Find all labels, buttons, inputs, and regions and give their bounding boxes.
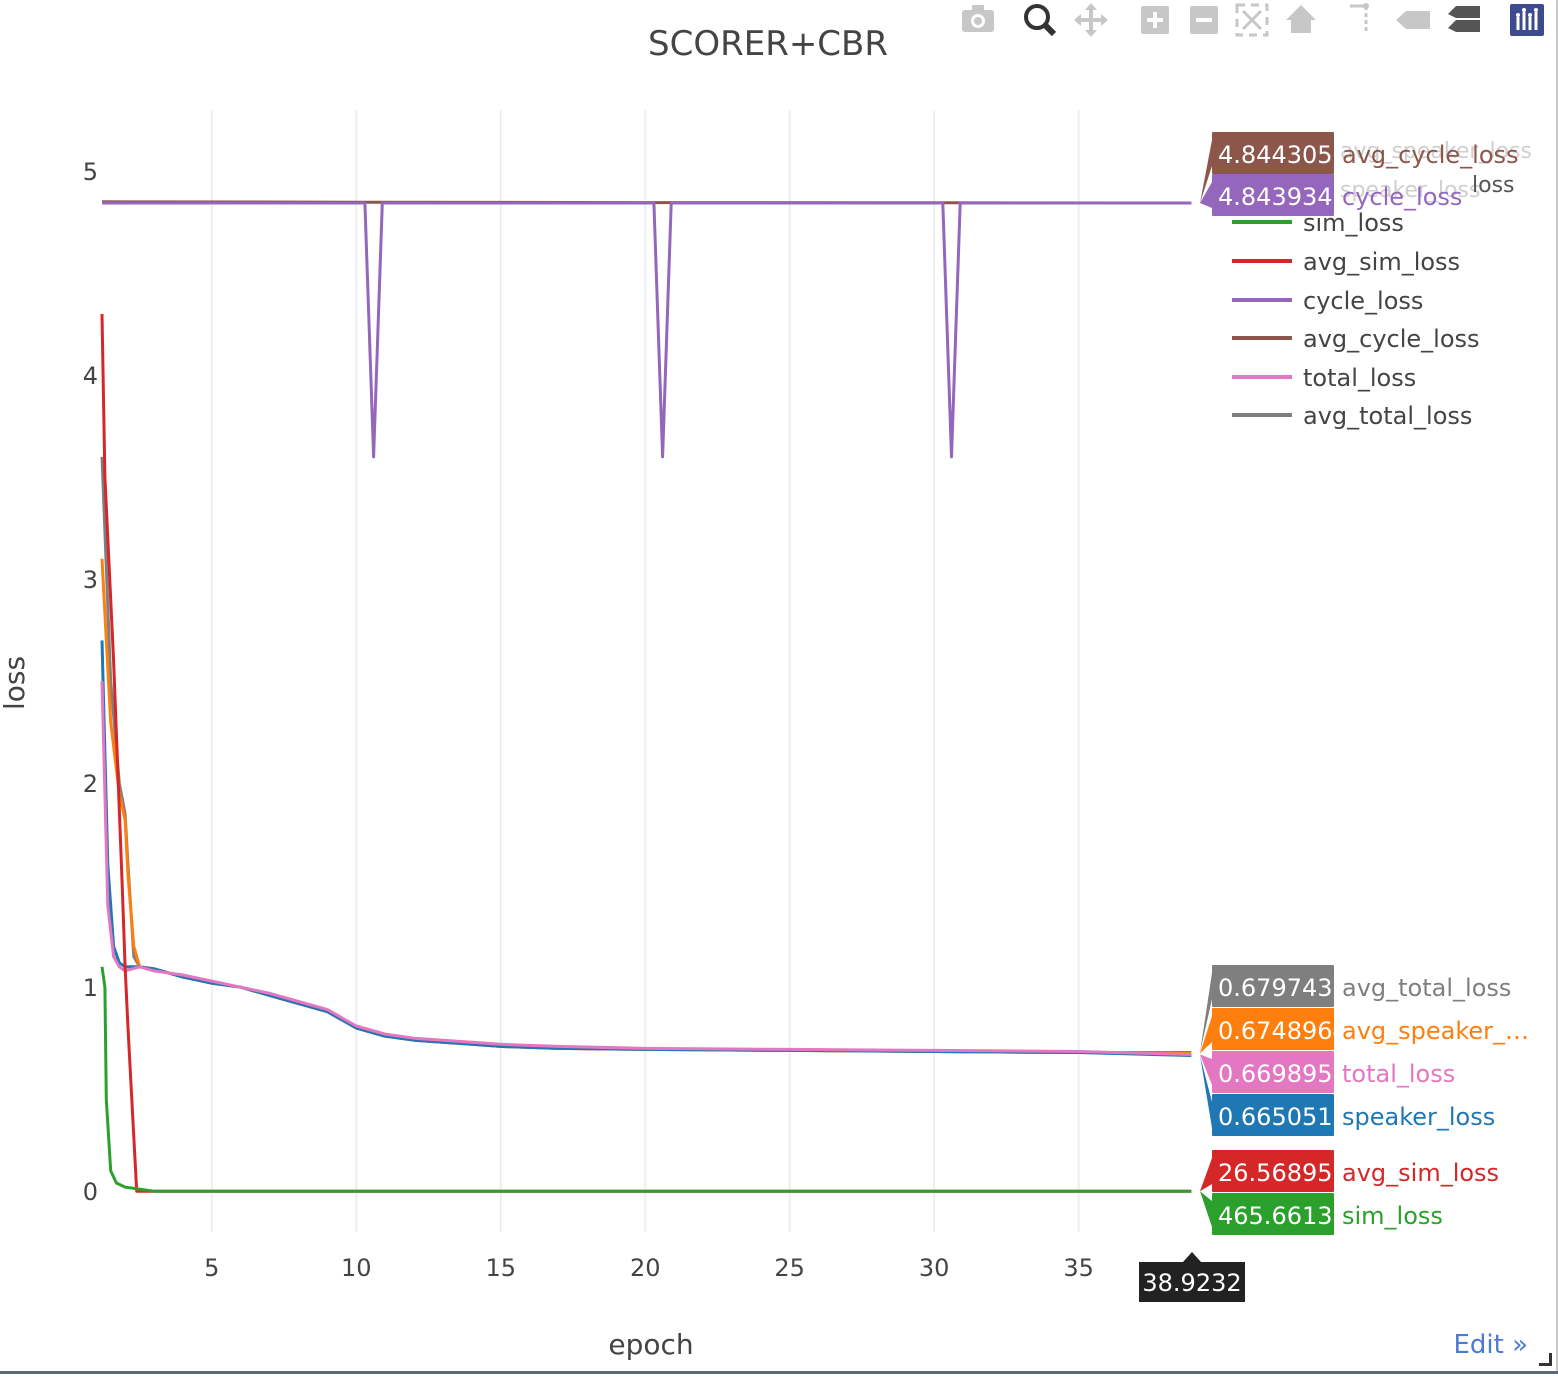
legend-item-avg-cycle-loss[interactable]: avg_cycle_loss [1303, 325, 1480, 353]
hover-label-box [1212, 132, 1334, 174]
y-tick-label: 5 [83, 158, 98, 186]
frame-border-right [1556, 0, 1558, 1374]
legend-fragment: speaker_loss [1340, 178, 1480, 203]
zoom-icon[interactable] [1024, 4, 1057, 37]
x-tick-label: 20 [630, 1254, 661, 1282]
chart-title: SCORER+CBR [648, 24, 888, 64]
hover-label-box [1212, 174, 1334, 216]
hover-label-box [1212, 965, 1334, 1007]
y-tick-label: 1 [83, 974, 98, 1002]
hover-value: 0.6748964 [1218, 1017, 1348, 1045]
y-tick-label: 3 [83, 566, 98, 594]
legend-item-total-loss[interactable]: total_loss [1303, 364, 1416, 392]
hover-pointer [1200, 1055, 1212, 1128]
x-axis-label: epoch [608, 1328, 693, 1361]
hover-series-name: speaker_loss [1342, 1103, 1495, 1131]
hover-label-box [1212, 1193, 1334, 1235]
series-line-avg-speaker-loss[interactable] [100, 558, 1192, 1055]
x-tick-label: 15 [485, 1254, 516, 1282]
spike-lines-icon[interactable] [1350, 3, 1369, 32]
hover-label-box [1212, 1150, 1334, 1192]
series-line-avg-sim-loss[interactable] [100, 313, 1192, 1193]
legend-item-avg-total-loss[interactable]: avg_total_loss [1303, 402, 1472, 430]
hover-pointer [1200, 1191, 1212, 1227]
hover-value: 4.843934 [1218, 183, 1333, 211]
hover-pointer [1200, 1016, 1212, 1054]
zoom-out-icon[interactable] [1190, 6, 1218, 34]
hover-series-name: avg_cycle_loss [1342, 141, 1519, 169]
hover-value: 0.6650519 [1218, 1103, 1348, 1131]
hover-value: 465.6613p [1218, 1202, 1348, 1230]
resize-grip-icon[interactable] [1539, 1353, 1552, 1366]
pan-icon[interactable] [1074, 3, 1108, 37]
frame-border-bottom [0, 1371, 1558, 1374]
hover-label-box [1212, 1008, 1334, 1050]
autoscale-icon[interactable] [1235, 3, 1269, 37]
hover-series-name: avg_speaker_… [1342, 1017, 1529, 1045]
hover-label-box [1212, 1051, 1334, 1093]
legend-item-avg-sim-loss[interactable]: avg_sim_loss [1303, 248, 1460, 276]
hover-series-name: avg_sim_loss [1342, 1159, 1499, 1187]
hover-series-name: cycle_loss [1342, 183, 1462, 211]
hover-x-box [1139, 1262, 1246, 1302]
series-line-avg-total-loss[interactable] [100, 456, 1192, 1054]
x-tick-label: 35 [1063, 1254, 1094, 1282]
camera-icon[interactable] [962, 5, 994, 32]
y-tick-label: 4 [83, 362, 98, 390]
legend-fragment: avg_speaker_loss [1340, 139, 1532, 164]
x-tick-label: 10 [341, 1254, 372, 1282]
legend-item-cycle-loss[interactable]: cycle_loss [1303, 287, 1423, 315]
hover-value: 0.6797433 [1218, 974, 1348, 1002]
legend-fragment: loss [1472, 173, 1515, 198]
hover-pointer [1200, 140, 1212, 203]
reset-axes-icon[interactable] [1286, 5, 1316, 33]
zoom-in-icon[interactable] [1141, 6, 1169, 34]
series-line-cycle-loss[interactable] [102, 201, 1192, 459]
hover-series-name: total_loss [1342, 1060, 1455, 1088]
hover-value: 26.56895μ [1218, 1159, 1348, 1187]
hover-pointer [1200, 1054, 1212, 1085]
hover-x-value: 38.9232 [1142, 1269, 1241, 1297]
hover-compare-icon[interactable] [1448, 6, 1480, 32]
hover-pointer [1200, 182, 1212, 208]
hover-pointer [1200, 1158, 1212, 1192]
y-tick-label: 2 [83, 770, 98, 798]
series-line-total-loss[interactable] [100, 681, 1192, 1056]
hover-series-name: avg_total_loss [1342, 974, 1511, 1002]
y-axis-label: loss [0, 656, 31, 710]
x-tick-label: 5 [204, 1254, 219, 1282]
x-tick-label: 25 [774, 1254, 805, 1282]
hover-closest-icon[interactable] [1396, 11, 1430, 29]
y-tick-label: 0 [83, 1178, 98, 1206]
hover-value: 4.844305 [1218, 141, 1333, 169]
hover-pointer [1200, 973, 1212, 1053]
hover-series-name: sim_loss [1342, 1202, 1443, 1230]
hover-label-box [1212, 1094, 1334, 1136]
x-tick-label: 30 [919, 1254, 950, 1282]
plotly-logo-icon[interactable] [1510, 4, 1544, 36]
hover-x-pointer [1183, 1252, 1202, 1262]
edit-link[interactable]: Edit » [1453, 1330, 1528, 1360]
series-line-sim-loss[interactable] [100, 966, 1192, 1193]
hover-value: 0.6698959 [1218, 1060, 1348, 1088]
